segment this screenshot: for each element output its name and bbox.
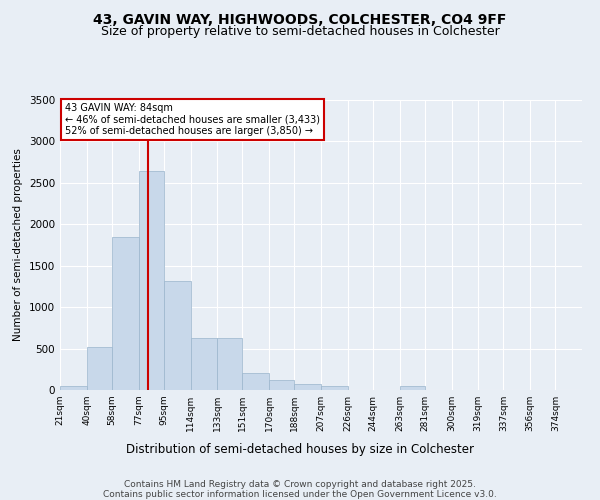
Bar xyxy=(191,338,217,390)
Text: 43, GAVIN WAY, HIGHWOODS, COLCHESTER, CO4 9FF: 43, GAVIN WAY, HIGHWOODS, COLCHESTER, CO… xyxy=(94,12,506,26)
Bar xyxy=(269,380,295,390)
Bar xyxy=(139,172,164,390)
Y-axis label: Number of semi-detached properties: Number of semi-detached properties xyxy=(13,148,23,342)
Bar xyxy=(295,384,321,390)
Text: Contains HM Land Registry data © Crown copyright and database right 2025.
Contai: Contains HM Land Registry data © Crown c… xyxy=(103,480,497,500)
Bar xyxy=(400,386,425,390)
Bar xyxy=(242,374,269,390)
Bar xyxy=(217,338,242,390)
Bar xyxy=(321,386,347,390)
Bar xyxy=(164,280,191,390)
Bar xyxy=(86,347,112,390)
Bar xyxy=(60,386,86,390)
Bar xyxy=(112,236,139,390)
Text: 43 GAVIN WAY: 84sqm
← 46% of semi-detached houses are smaller (3,433)
52% of sem: 43 GAVIN WAY: 84sqm ← 46% of semi-detach… xyxy=(65,103,320,136)
Text: Size of property relative to semi-detached houses in Colchester: Size of property relative to semi-detach… xyxy=(101,25,499,38)
Text: Distribution of semi-detached houses by size in Colchester: Distribution of semi-detached houses by … xyxy=(126,442,474,456)
